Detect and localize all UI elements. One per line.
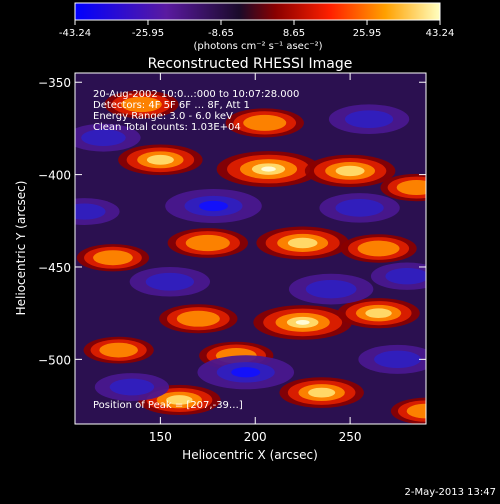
colorbar-tick-label: 8.65 <box>283 28 305 39</box>
blob-layer <box>146 154 174 165</box>
blob-layer <box>176 310 220 327</box>
emission-blob <box>253 305 353 340</box>
axis-ticks: 150 200 250 −350 −400 −450 −500 <box>38 73 426 444</box>
emission-blob <box>390 397 426 424</box>
colorbar-frame <box>74 2 441 21</box>
emission-blob <box>225 108 304 138</box>
emission-blob <box>256 226 349 260</box>
emission-blob <box>304 154 396 188</box>
emission-blob <box>118 144 203 176</box>
emission-blob <box>76 244 150 272</box>
blob-layer <box>261 166 276 172</box>
blob-layer <box>75 203 106 220</box>
blob-layer <box>295 319 310 325</box>
blob-layer <box>385 268 426 285</box>
blob-layer <box>335 165 365 177</box>
negative-blob <box>288 273 374 305</box>
x-tick-label: 150 <box>149 430 172 444</box>
blob-layer <box>185 234 230 252</box>
blob-layer <box>120 96 162 113</box>
blob-layer <box>81 129 126 147</box>
blob-layer <box>374 350 422 369</box>
colorbar-ticks: -43.24 -25.95 -8.65 8.65 25.95 43.24 <box>59 20 454 39</box>
emission-blob <box>279 377 364 408</box>
blob-layer <box>308 387 336 398</box>
x-axis-label: Heliocentric X (arcsec) <box>182 448 318 462</box>
heatmap-image <box>75 73 426 424</box>
y-axis-label: Heliocentric Y (arcsec) <box>14 181 28 316</box>
negative-blob <box>319 193 400 223</box>
annotation-clean-counts: Clean Total counts: 1.03E+04 <box>93 122 241 133</box>
negative-blob <box>358 344 426 374</box>
colorbar-tick-label: 25.95 <box>353 28 382 39</box>
emission-blob <box>138 384 221 416</box>
colorbar-units-label: (photons cm⁻² s⁻¹ asec⁻²) <box>193 41 322 52</box>
blob-layer <box>231 367 261 378</box>
negative-blob <box>197 355 295 390</box>
negative-blob <box>370 262 426 290</box>
negative-blob <box>165 189 262 224</box>
blob-layer <box>199 200 228 212</box>
blob-layer <box>99 342 138 358</box>
blob-layer <box>335 198 384 217</box>
blob-layer <box>243 114 287 131</box>
emission-blob <box>380 173 426 202</box>
blob-layer <box>287 237 318 249</box>
y-tick-label: −450 <box>38 261 71 275</box>
blob-layer <box>365 308 392 318</box>
emission-blob <box>83 336 154 364</box>
blob-layer <box>396 180 426 196</box>
blob-layer <box>93 250 133 266</box>
emission-blob <box>337 298 420 329</box>
y-tick-label: −350 <box>38 76 71 90</box>
colorbar-tick-label: -25.95 <box>132 28 164 39</box>
blob-layer <box>166 395 193 405</box>
emission-blob <box>340 234 417 263</box>
blob-layer <box>406 403 426 419</box>
negative-blob <box>75 123 141 152</box>
emission-blob <box>159 304 238 334</box>
emission-blob <box>104 90 179 119</box>
footer-date: 2-May-2013 13:47 <box>404 487 496 498</box>
y-tick-label: −400 <box>38 169 71 183</box>
plot-title: Reconstructed RHESSI Image <box>148 56 353 72</box>
emission-blob <box>216 151 321 188</box>
plot-frame <box>74 72 427 425</box>
blob-layer <box>344 110 394 129</box>
negative-blob <box>328 104 410 134</box>
annotation-energy-range: Energy Range: 3.0 - 6.0 keV <box>93 111 233 122</box>
annotation-time-range: 20-Aug-2002 10:0…:000 to 10:07:28.000 <box>93 89 299 100</box>
annotation-detectors: Detectors: 4F 5F 6F … 8F, Att 1 <box>93 100 250 111</box>
blob-layer <box>109 378 155 396</box>
y-tick-label: −500 <box>38 353 71 367</box>
negative-blob <box>129 266 211 297</box>
negative-blob <box>75 198 120 225</box>
colorbar-tick-label: 43.24 <box>426 28 455 39</box>
blob-layer <box>145 272 194 291</box>
x-tick-label: 250 <box>339 430 362 444</box>
blob-layer <box>357 240 400 257</box>
colorbar-tick-label: -8.65 <box>208 28 234 39</box>
emission-blob <box>167 228 248 258</box>
colorbar-tick-label: -43.24 <box>59 28 91 39</box>
annotation-peak-position: Position of Peak = [207,-39…] <box>93 400 243 411</box>
x-tick-label: 200 <box>244 430 267 444</box>
blob-layer <box>305 279 357 299</box>
colorbar <box>75 3 440 20</box>
negative-blob <box>94 373 170 401</box>
